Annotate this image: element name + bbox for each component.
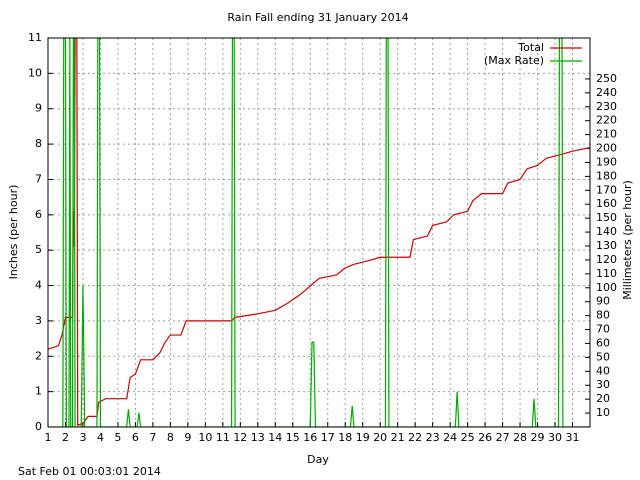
x-tick-label: 2 [62, 431, 69, 444]
y2-tick-label: 100 [596, 281, 617, 294]
x-tick-label: 24 [443, 431, 457, 444]
y-tick-label: 4 [35, 279, 42, 292]
series-line [48, 38, 590, 427]
x-tick-label: 29 [531, 431, 545, 444]
y2-tick-label: 10 [596, 406, 610, 419]
y2-tick-label: 60 [596, 336, 610, 349]
x-tick-label: 13 [251, 431, 265, 444]
x-tick-label: 26 [478, 431, 492, 444]
plot-border [47, 37, 591, 428]
y2-tick-label: 90 [596, 295, 610, 308]
y-tick-label: 5 [35, 243, 42, 256]
x-tick-label: 7 [149, 431, 156, 444]
y2-tick-label: 210 [596, 128, 617, 141]
x-tick-label: 31 [566, 431, 580, 444]
y2-tick-label: 250 [596, 72, 617, 85]
x-tick-label: 6 [132, 431, 139, 444]
y2-tick-label: 170 [596, 183, 617, 196]
y-axis-label: Inches (per hour) [7, 185, 20, 280]
legend-label: (Max Rate) [484, 54, 544, 67]
y-tick-label: 1 [35, 385, 42, 398]
chart-title: Rain Fall ending 31 January 2014 [227, 11, 408, 24]
series-line [48, 38, 590, 427]
x-tick-label: 22 [408, 431, 422, 444]
y2-tick-label: 40 [596, 364, 610, 377]
x-tick-label: 17 [321, 431, 335, 444]
y2-tick-label: 110 [596, 267, 617, 280]
y-tick-label: 2 [35, 349, 42, 362]
y2-tick-label: 120 [596, 253, 617, 266]
y2-tick-label: 20 [596, 392, 610, 405]
y2-tick-label: 30 [596, 378, 610, 391]
y-tick-label: 11 [28, 31, 42, 44]
y2-tick-label: 160 [596, 197, 617, 210]
x-tick-label: 11 [216, 431, 230, 444]
y2-tick-label: 200 [596, 142, 617, 155]
y-tick-label: 9 [35, 102, 42, 115]
x-tick-label: 23 [426, 431, 440, 444]
y2-tick-label: 70 [596, 323, 610, 336]
x-tick-label: 16 [303, 431, 317, 444]
x-tick-label: 20 [373, 431, 387, 444]
y-tick-label: 3 [35, 314, 42, 327]
x-tick-label: 21 [391, 431, 405, 444]
x-tick-label: 27 [496, 431, 510, 444]
y-tick-label: 0 [35, 420, 42, 433]
legend-label: Total [517, 41, 544, 54]
y2-tick-label: 180 [596, 169, 617, 182]
x-tick-label: 10 [198, 431, 212, 444]
plot-area [48, 38, 590, 427]
y-tick-label: 10 [28, 66, 42, 79]
x-tick-label: 19 [356, 431, 370, 444]
x-tick-label: 30 [548, 431, 562, 444]
x-tick-label: 3 [79, 431, 86, 444]
x-tick-label: 1 [45, 431, 52, 444]
y-tick-label: 8 [35, 137, 42, 150]
y-tick-label: 7 [35, 172, 42, 185]
y2-tick-label: 240 [596, 86, 617, 99]
x-tick-label: 9 [184, 431, 191, 444]
y2-tick-label: 190 [596, 155, 617, 168]
x-tick-label: 15 [286, 431, 300, 444]
x-tick-label: 5 [114, 431, 121, 444]
y2-tick-label: 150 [596, 211, 617, 224]
x-tick-label: 14 [268, 431, 282, 444]
x-tick-label: 8 [167, 431, 174, 444]
x-tick-label: 28 [513, 431, 527, 444]
x-tick-label: 25 [461, 431, 475, 444]
y2-tick-label: 80 [596, 309, 610, 322]
x-tick-label: 12 [233, 431, 247, 444]
footer: Sat Feb 01 00:03:01 2014 [18, 465, 161, 478]
y2-tick-label: 140 [596, 225, 617, 238]
y2-axis-label: Millimeters (per hour) [621, 180, 634, 300]
x-axis-label: Day [307, 453, 329, 466]
x-tick-label: 4 [97, 431, 104, 444]
y2-tick-label: 220 [596, 114, 617, 127]
x-tick-label: 18 [338, 431, 352, 444]
y2-tick-label: 50 [596, 350, 610, 363]
y2-tick-label: 230 [596, 100, 617, 113]
y-tick-label: 6 [35, 208, 42, 221]
y2-tick-label: 130 [596, 239, 617, 252]
